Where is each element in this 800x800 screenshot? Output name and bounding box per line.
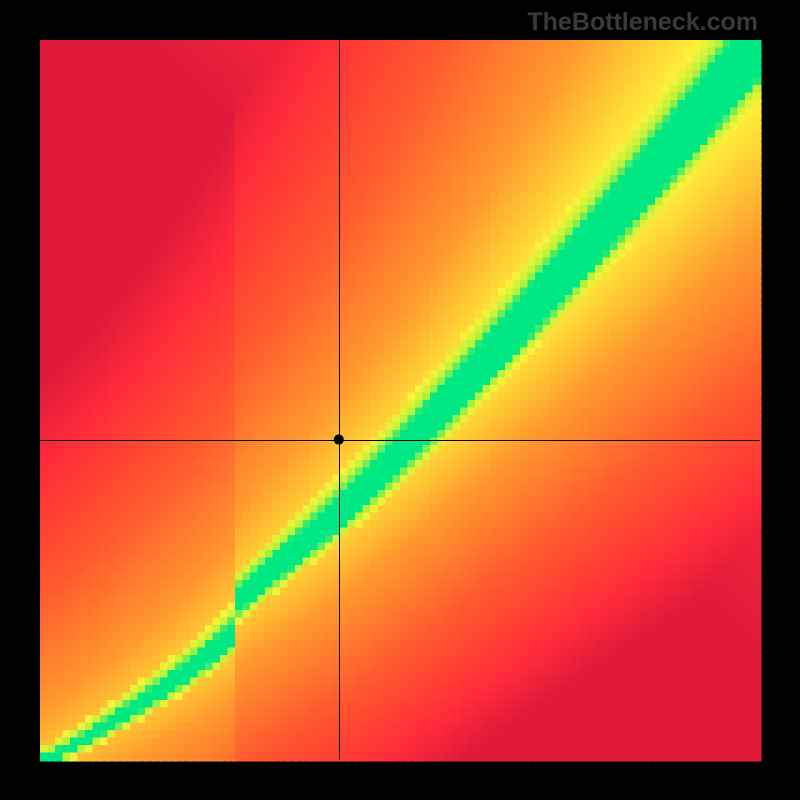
bottleneck-heatmap: [0, 0, 800, 800]
chart-container: TheBottleneck.com: [0, 0, 800, 800]
watermark-text: TheBottleneck.com: [527, 8, 758, 37]
